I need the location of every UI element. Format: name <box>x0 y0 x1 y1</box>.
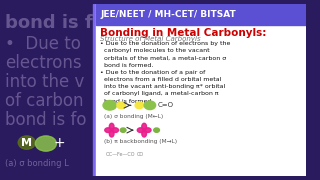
Text: orbital metal: orbital metal <box>193 54 283 68</box>
Ellipse shape <box>103 100 116 110</box>
Text: •  Due to: • Due to <box>5 35 81 53</box>
Text: M: M <box>21 138 32 148</box>
Ellipse shape <box>109 130 114 137</box>
Text: (a) σ bonding L: (a) σ bonding L <box>5 159 68 168</box>
Ellipse shape <box>142 130 147 137</box>
Text: C=O: C=O <box>157 102 173 108</box>
Bar <box>96 4 306 176</box>
Text: +: + <box>53 136 65 150</box>
Text: metal-carbon π: metal-carbon π <box>193 92 299 106</box>
Text: electrons: electrons <box>5 54 81 72</box>
Ellipse shape <box>216 130 252 149</box>
Text: Bonding in Metal Carbonyls:: Bonding in Metal Carbonyls: <box>100 28 267 38</box>
Ellipse shape <box>120 128 126 132</box>
Ellipse shape <box>135 102 144 109</box>
Text: OC—Fe—CO: OC—Fe—CO <box>106 152 135 157</box>
Text: (a) σ bonding (M←L): (a) σ bonding (M←L) <box>104 114 163 119</box>
Text: of a pair of: of a pair of <box>193 35 269 49</box>
Ellipse shape <box>109 123 114 130</box>
Text: • Due to the donation of a pair of: • Due to the donation of a pair of <box>100 70 205 75</box>
Text: bond is formed.: bond is formed. <box>100 99 154 104</box>
Ellipse shape <box>154 128 159 132</box>
Bar <box>96 4 306 25</box>
Text: of carbon: of carbon <box>5 92 83 110</box>
Text: CO: CO <box>137 152 144 157</box>
Ellipse shape <box>142 123 147 130</box>
Text: (b) π backbonding (M→L): (b) π backbonding (M→L) <box>104 139 177 144</box>
Text: ding n⁺ orbital: ding n⁺ orbital <box>193 73 293 87</box>
Text: carbonyl molecules to the vacant: carbonyl molecules to the vacant <box>100 48 210 53</box>
Text: bond is fo: bond is fo <box>5 111 86 129</box>
Text: Structure of Metal Carbonyls: Structure of Metal Carbonyls <box>100 35 201 42</box>
Text: electrons from a filled d orbital metal: electrons from a filled d orbital metal <box>100 77 221 82</box>
Ellipse shape <box>18 136 36 149</box>
Bar <box>93 4 96 176</box>
Text: M: M <box>201 131 212 144</box>
Ellipse shape <box>117 102 125 109</box>
Ellipse shape <box>144 101 156 110</box>
Text: bond is fo: bond is fo <box>5 14 105 32</box>
Text: JEE/NEET / MH-CET/ BITSAT: JEE/NEET / MH-CET/ BITSAT <box>100 10 236 19</box>
Ellipse shape <box>144 128 151 132</box>
Text: into the v: into the v <box>5 73 84 91</box>
Text: of carbonyl ligand, a metal-carbon π: of carbonyl ligand, a metal-carbon π <box>100 91 219 96</box>
Text: bond is formed.: bond is formed. <box>100 63 154 68</box>
Text: orbitals of the metal, a metal-carbon σ: orbitals of the metal, a metal-carbon σ <box>100 56 227 61</box>
Text: into the vacant anti-bonding π* orbital: into the vacant anti-bonding π* orbital <box>100 84 225 89</box>
Text: • Due to the donation of electrons by the: • Due to the donation of electrons by th… <box>100 41 231 46</box>
Ellipse shape <box>112 128 118 132</box>
Text: C=O: C=O <box>262 131 291 144</box>
Ellipse shape <box>105 128 112 132</box>
Ellipse shape <box>36 136 56 151</box>
Ellipse shape <box>137 128 144 132</box>
